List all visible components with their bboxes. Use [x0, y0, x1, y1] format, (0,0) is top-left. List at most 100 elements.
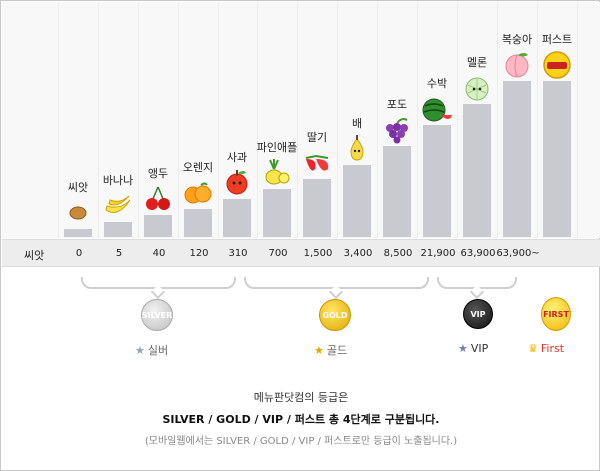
melon-icon	[447, 72, 507, 106]
stage-chart	[2, 2, 600, 238]
stage-label: 수박	[426, 77, 448, 90]
stage-label: 씨앗	[67, 181, 89, 194]
threshold-value: 700	[268, 248, 288, 259]
info-line-2: SILVER / GOLD / VIP / 퍼스트 총 4단계로 구분됩니다.	[162, 413, 440, 426]
column-divider	[337, 2, 338, 238]
first-medal-icon: FIRST	[541, 297, 571, 331]
threshold-row: 씨앗 0 5 40 120 310 700 1,500 3,400 8,500 21,900 63,…	[2, 239, 600, 267]
threshold-value: 21,900	[420, 248, 456, 259]
stage-8: 포도	[367, 96, 427, 148]
stage-7: 배	[327, 115, 387, 167]
column-divider	[577, 2, 578, 238]
star-icon: ★	[314, 343, 324, 357]
peach-icon	[487, 49, 547, 83]
stage-label: 사과	[226, 151, 248, 164]
stage-3: 오렌지	[168, 159, 228, 211]
stage-bar	[383, 146, 411, 237]
column-divider	[58, 2, 59, 238]
column-divider	[178, 2, 179, 238]
stage-label: 오렌지	[182, 161, 214, 174]
stage-label: 배	[351, 117, 363, 130]
grape-icon	[367, 114, 427, 148]
stage-label: 바나나	[102, 174, 134, 187]
stage-label: 앵두	[147, 167, 169, 180]
info-line-3: (모바일웹에서는 SILVER / GOLD / VIP / 퍼스트로만 등급이…	[144, 436, 458, 447]
grade-vip: ★ VIP	[458, 342, 488, 355]
pear-icon	[327, 133, 387, 167]
column-divider	[138, 2, 139, 238]
vip-medal-icon: VIP	[463, 299, 493, 329]
grade-vip-label: VIP	[470, 342, 489, 355]
threshold-value: 3,400	[343, 248, 373, 259]
stage-12: 퍼스트	[527, 31, 587, 83]
stage-label: 딸기	[306, 131, 328, 144]
grade-silver-label: 실버	[147, 344, 169, 357]
threshold-value: 63,900	[460, 248, 496, 259]
grade-info: 메뉴판닷컴의 등급은 SILVER / GOLD / VIP / 퍼스트 총 4…	[1, 389, 600, 447]
stage-label: 퍼스트	[541, 33, 573, 46]
star-icon: ★	[135, 343, 145, 357]
stage-label: 멜론	[466, 56, 488, 69]
column-divider	[497, 2, 498, 238]
first-medal-text: FIRST	[543, 309, 569, 319]
threshold-value: 120	[189, 248, 209, 259]
grade-gold-label: 골드	[326, 344, 348, 357]
info-line-1: 메뉴판닷컴의 등급은	[253, 391, 349, 404]
gold-medal-icon: GOLD	[319, 299, 351, 331]
orange-icon	[168, 177, 228, 211]
stage-bar	[423, 125, 451, 237]
stage-10: 멜론	[447, 54, 507, 106]
stage-2: 앵두	[128, 165, 188, 217]
star-icon: ★	[458, 342, 468, 355]
strawberry-icon	[287, 147, 347, 181]
apple-icon	[207, 167, 267, 201]
grade-gold: ★ 골드	[314, 342, 347, 358]
stage-bar	[104, 222, 132, 237]
gold-medal-text: GOLD	[322, 310, 348, 320]
stage-bar	[184, 209, 212, 237]
threshold-value: 1,500	[303, 248, 333, 259]
stage-bar	[263, 189, 291, 237]
stage-bar	[463, 104, 491, 237]
grade-silver: ★ 실버	[135, 342, 168, 358]
threshold-value: 0	[75, 248, 83, 259]
threshold-value: 5	[115, 248, 123, 259]
stage-label: 포도	[386, 98, 408, 111]
silver-medal-text: SILVER	[141, 310, 173, 320]
column-divider	[218, 2, 219, 238]
stage-label: 복숭아	[501, 33, 533, 46]
vip-medal-text: VIP	[470, 309, 486, 319]
threshold-value: 310	[228, 248, 248, 259]
stage-11: 복숭아	[487, 31, 547, 83]
threshold-value: 40	[152, 248, 166, 259]
stage-9: 수박	[407, 75, 467, 127]
silver-medal-icon: SILVER	[141, 299, 173, 331]
threshold-value: 8,500	[383, 248, 413, 259]
column-divider	[257, 2, 258, 238]
column-divider	[457, 2, 458, 238]
column-divider	[297, 2, 298, 238]
stage-1: 바나나	[88, 172, 148, 224]
column-divider	[537, 2, 538, 238]
stage-5: 파인애플	[247, 139, 307, 191]
column-divider	[377, 2, 378, 238]
stage-bar	[343, 165, 371, 237]
first-badge-icon	[527, 49, 587, 83]
stage-bar	[64, 229, 92, 237]
seed-icon	[48, 197, 108, 231]
grade-first: ♛ First	[528, 342, 564, 355]
stage-bar	[543, 81, 571, 237]
stage-bar	[303, 179, 331, 237]
stage-4: 사과	[207, 149, 267, 201]
stage-bar	[223, 199, 251, 237]
stage-bar	[503, 81, 531, 237]
crown-icon: ♛	[528, 342, 538, 355]
threshold-value: 63,900~	[496, 248, 540, 259]
pineapple-icon	[247, 157, 307, 191]
column-divider	[417, 2, 418, 238]
column-divider	[98, 2, 99, 238]
threshold-row-label: 씨앗	[24, 249, 45, 262]
watermelon-icon	[407, 93, 467, 127]
cherry-icon	[128, 183, 188, 217]
